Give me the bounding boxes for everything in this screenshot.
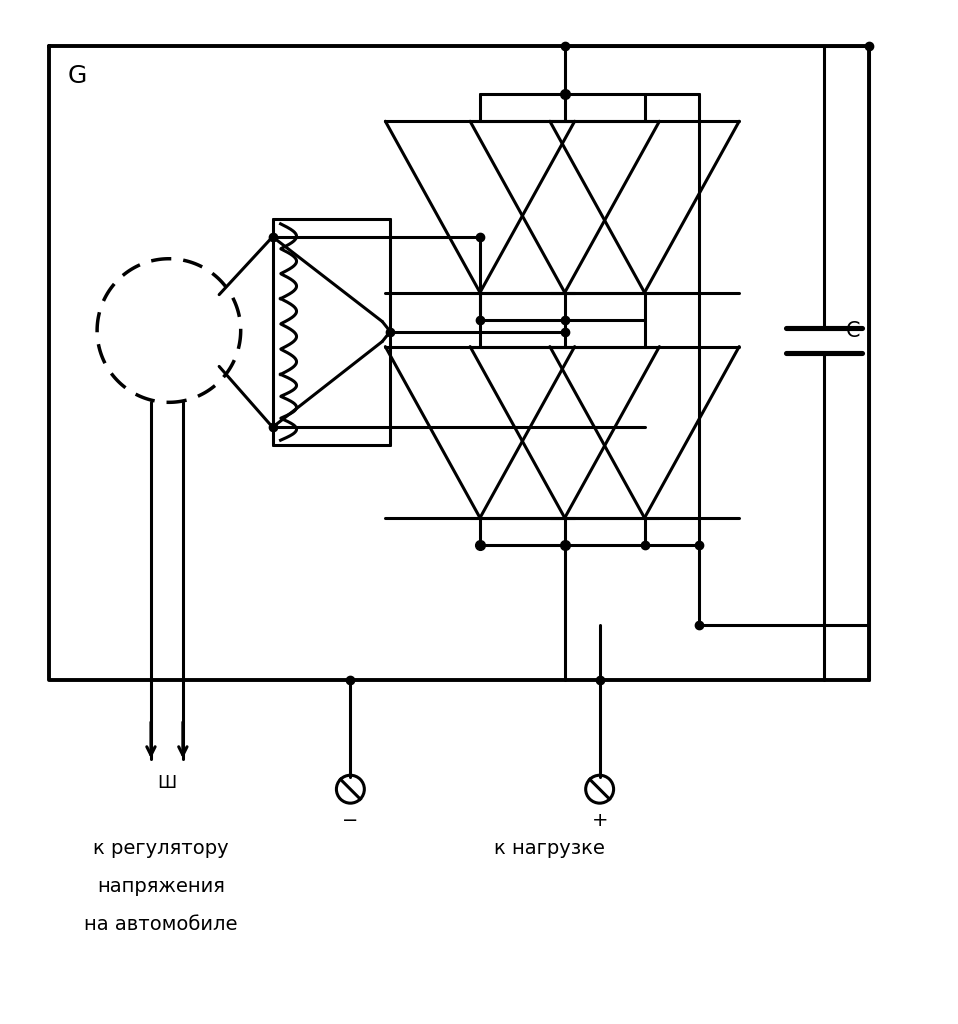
Text: к нагрузке: к нагрузке bbox=[494, 839, 605, 858]
Text: к регулятору: к регулятору bbox=[93, 839, 229, 858]
Text: +: + bbox=[591, 811, 608, 830]
Text: G: G bbox=[67, 65, 86, 88]
Text: −: − bbox=[342, 811, 358, 830]
Text: Ш: Ш bbox=[157, 774, 176, 793]
Text: на автомобиле: на автомобиле bbox=[84, 914, 238, 934]
Text: C: C bbox=[846, 321, 860, 341]
Text: напряжения: напряжения bbox=[97, 877, 225, 896]
